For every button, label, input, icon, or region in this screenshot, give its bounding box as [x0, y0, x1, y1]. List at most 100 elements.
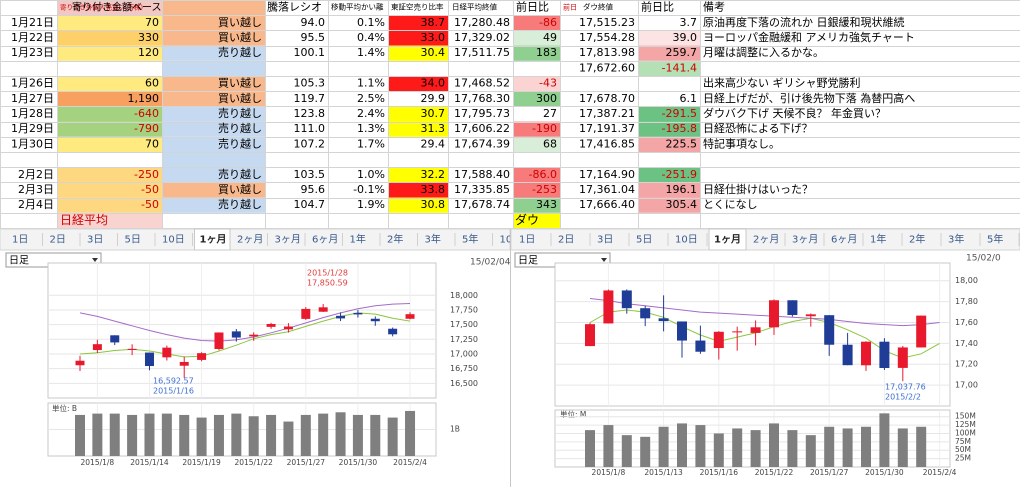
cell: 17,335.85 — [454, 183, 510, 196]
cell: -0.1% — [353, 183, 385, 196]
period-tab[interactable]: 3日 — [597, 235, 613, 246]
x-tick-label: 2015/1/30 — [339, 458, 378, 467]
cell: 17,511.75 — [454, 46, 510, 59]
column-header: 日経平均終値 — [452, 2, 497, 12]
cell: 1月29日 — [11, 122, 54, 135]
note-cell: 特記事項なし。 — [703, 136, 780, 150]
cell-fill — [162, 167, 265, 183]
cell: 120 — [138, 46, 159, 59]
cell: 100.1 — [294, 46, 326, 59]
column-header: 寄り付き金額ベース — [72, 1, 162, 14]
candle-body — [713, 331, 724, 349]
cell: -50 — [141, 183, 159, 196]
volume-bar — [732, 428, 743, 467]
volume-bar — [213, 414, 224, 456]
period-tab[interactable]: 2年 — [909, 233, 925, 246]
y-tick-label: 17,60 — [955, 318, 978, 327]
cell-fill — [162, 136, 265, 152]
column-header: 東証空売り比率 — [391, 2, 444, 12]
candle-body — [110, 335, 120, 343]
cell: 196.1 — [666, 183, 698, 196]
column-header: 寄り付き外国人売買い(万株) — [60, 3, 143, 12]
period-tab[interactable]: 5年 — [987, 233, 1003, 246]
footer-fill — [57, 212, 162, 228]
cell: 売り越し — [218, 106, 262, 120]
period-tab[interactable]: 6ヶ月 — [831, 234, 857, 246]
cell: -195.8 — [662, 122, 697, 135]
period-tab[interactable]: 1年 — [870, 233, 886, 246]
price-plot — [47, 262, 437, 399]
cell: 49 — [543, 31, 557, 44]
volume-bar — [370, 414, 381, 456]
period-tab[interactable]: 2日 — [558, 235, 574, 246]
candle-body — [405, 314, 415, 319]
x-tick-label: 2015/1/19 — [182, 458, 221, 467]
period-tab[interactable]: 10 — [500, 235, 513, 246]
cell-fill — [513, 76, 560, 92]
period-tab[interactable]: 1日 — [12, 235, 28, 246]
cell-fill — [388, 197, 448, 213]
volume-bar — [109, 413, 120, 456]
volume-bar — [585, 430, 595, 467]
period-tab[interactable]: 3年 — [425, 233, 441, 246]
cell: 1.7% — [357, 137, 385, 150]
cell-fills — [57, 0, 700, 228]
note-cell: 日経上げだが、引け後先物下落 為替円高へ — [703, 91, 915, 105]
y-tick-label: 17,20 — [955, 360, 978, 369]
period-tab[interactable]: 3日 — [87, 235, 103, 246]
candle-body — [266, 323, 276, 327]
period-tab[interactable]: 1ヶ月 — [714, 234, 741, 246]
volume-bar — [318, 413, 329, 456]
cell-fill — [513, 121, 560, 137]
volume-bar — [842, 428, 853, 467]
candle-body — [336, 315, 346, 319]
volume-bar — [750, 430, 761, 467]
cell-fill — [513, 15, 560, 31]
period-tab[interactable]: 3ヶ月 — [275, 234, 301, 246]
cell: 1.1% — [357, 77, 385, 90]
cell: 17,554.28 — [579, 31, 635, 44]
cell: 1.4% — [357, 46, 385, 59]
note-cell: ヨーロッパ金融緩和 アメリカ強気チャート — [703, 30, 915, 44]
candle-body — [603, 290, 614, 324]
period-tab[interactable]: 6ヶ月 — [312, 234, 338, 246]
period-tab[interactable]: 2ヶ月 — [753, 234, 779, 246]
cell: 107.2 — [294, 137, 326, 150]
period-tab[interactable]: 1ヶ月 — [200, 234, 227, 246]
cell: -141.4 — [662, 61, 697, 74]
period-tab[interactable]: 2ヶ月 — [237, 234, 263, 246]
volume-bar — [179, 414, 190, 456]
period-tab[interactable]: 5日 — [125, 235, 141, 246]
cell: 1月22日 — [11, 31, 54, 44]
candle-body — [732, 331, 743, 333]
period-tab[interactable]: 5年 — [462, 233, 478, 246]
period-tab[interactable]: 1日 — [519, 235, 535, 246]
cell: 1月26日 — [11, 77, 54, 90]
period-tab[interactable]: 2日 — [50, 235, 66, 246]
cell: 買い越し — [218, 30, 262, 44]
cell-fill — [162, 60, 265, 76]
period-tab[interactable]: 3年 — [948, 233, 964, 246]
period-tab[interactable]: 3ヶ月 — [792, 234, 818, 246]
cell-fill — [638, 106, 700, 122]
cell-fill — [388, 106, 448, 122]
cell-fill — [57, 76, 162, 92]
period-tab[interactable]: 1年 — [350, 233, 366, 246]
cell-fill — [162, 30, 265, 46]
period-tab[interactable]: 10日 — [675, 235, 698, 246]
period-tab[interactable]: 5日 — [636, 235, 652, 246]
period-tab[interactable]: 2年 — [387, 233, 403, 246]
cell-fill — [388, 76, 448, 92]
cell: 94.0 — [301, 16, 326, 29]
candle-body — [916, 315, 927, 348]
period-tab[interactable]: 10日 — [162, 235, 185, 246]
volume-bar — [658, 426, 669, 467]
cell: 2.5% — [357, 92, 385, 105]
candle-body — [249, 334, 259, 337]
cell-fill — [638, 121, 700, 137]
x-tick-label: 2015/1/8 — [81, 458, 115, 467]
cell-fill — [388, 182, 448, 198]
cell: 103.5 — [294, 168, 326, 181]
cell: -640 — [134, 107, 159, 120]
cell: 売り越し — [218, 197, 262, 211]
